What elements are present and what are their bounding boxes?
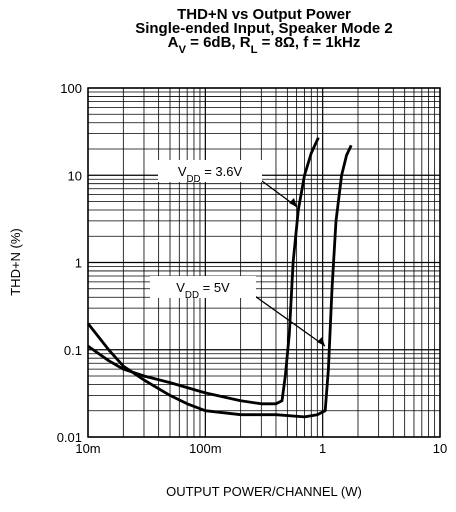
y-tick-label: 10 [68,168,82,183]
legend-label-part: = 3.6V [201,164,243,179]
y-tick-label: 100 [60,81,82,96]
x-tick-label: 10m [75,441,100,456]
legend-label-part: DD [187,174,201,185]
chart-title-part: THD+N vs Output Power [177,6,351,23]
legend-arrow [251,293,326,347]
chart-title-part: = 6dB, R [186,34,251,51]
x-tick-label: 10 [433,441,447,456]
chart-title: THD+N vs Output Power [177,6,351,23]
legend-label-part: DD [185,290,199,301]
legend-label-part: = 5V [199,280,230,295]
chart-title: AV = 6dB, RL = 8Ω, f = 1kHz [168,34,361,56]
legend-box [150,276,256,298]
legend-label: VDD = 5V [176,280,230,301]
legend-arrowhead [289,198,297,207]
x-tick-label: 1 [319,441,326,456]
chart-title-part: Single-ended Input, Speaker Mode 2 [135,20,393,37]
chart-title: Single-ended Input, Speaker Mode 2 [135,20,393,37]
x-axis-label: OUTPUT POWER/CHANNEL (W) [166,484,362,499]
chart-title-part: A [168,34,179,51]
x-tick-label: 100m [189,441,222,456]
y-tick-label: 1 [75,256,82,271]
y-tick-label: 0.1 [64,343,82,358]
series-line [86,144,353,419]
legend-box [158,160,262,182]
legend-label: VDD = 3.6V [178,164,243,185]
y-tick-label: 0.01 [57,430,82,445]
legend-label-part: V [178,164,187,179]
legend-label-part: V [176,280,185,295]
y-axis-label: THD+N (%) [8,228,23,296]
legend-arrowhead [317,337,325,346]
chart-title-part: = 8Ω, f = 1kHz [257,34,360,51]
chart-title-part: V [178,44,186,56]
plot-frame [87,87,441,438]
chart-title-part: L [251,44,258,56]
